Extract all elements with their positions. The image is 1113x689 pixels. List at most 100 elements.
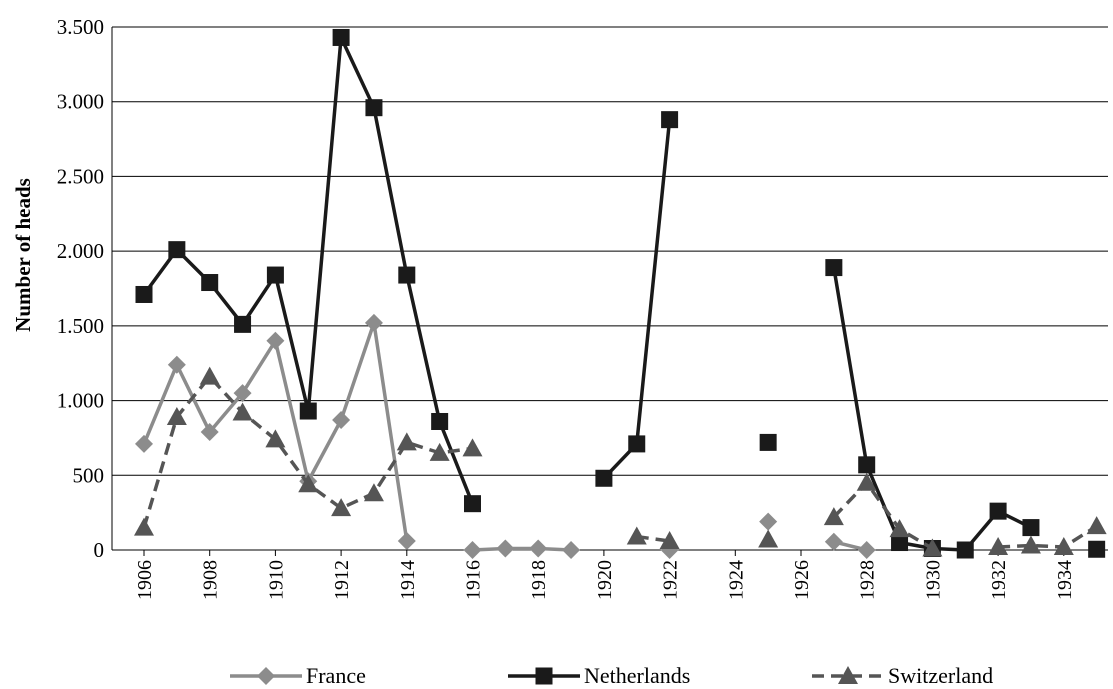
data-point [365, 99, 383, 117]
data-point [429, 442, 450, 461]
data-point [233, 384, 252, 403]
x-tick-label: 1926 [791, 560, 813, 600]
y-tick-label: 3.500 [57, 15, 104, 39]
y-tick-label: 500 [73, 463, 105, 487]
data-point [857, 541, 876, 559]
data-point [535, 667, 553, 685]
x-tick-label: 1922 [660, 560, 682, 600]
x-tick-label: 1916 [463, 560, 485, 600]
data-point [1086, 516, 1107, 535]
series-line [142, 35, 475, 505]
data-point [1020, 535, 1041, 554]
data-point [298, 474, 319, 493]
data-point [626, 526, 647, 545]
y-axis-label: Number of heads [11, 178, 35, 332]
y-tick-label: 2.500 [57, 164, 104, 188]
data-point [331, 498, 352, 517]
x-tick-label: 1908 [200, 560, 222, 600]
data-point [628, 435, 646, 453]
legend-label: Switzerland [888, 663, 993, 688]
series-switzerland [134, 366, 1107, 557]
legend-item: Netherlands [508, 663, 690, 688]
data-point [858, 456, 876, 474]
data-point [759, 433, 777, 451]
gridlines [112, 26, 1108, 551]
data-point [496, 539, 515, 558]
data-point [889, 519, 910, 538]
data-point [463, 541, 482, 559]
x-tick-label: 1924 [725, 560, 747, 600]
x-tick-label: 1934 [1054, 560, 1076, 600]
data-point [135, 285, 153, 303]
series-group [134, 28, 1107, 559]
x-tick-label: 1930 [922, 560, 944, 600]
data-point [758, 529, 779, 548]
series-line [602, 119, 672, 480]
data-point [364, 313, 383, 332]
legend-label: Netherlands [584, 663, 690, 688]
y-tick-label: 1.500 [57, 314, 104, 338]
data-point [332, 410, 351, 429]
data-point [200, 422, 219, 441]
series-line [998, 524, 1098, 549]
x-tick-label: 1918 [528, 560, 550, 600]
legend: France Netherlands Switzerland [230, 663, 993, 688]
data-point [134, 517, 154, 536]
legend-item: Switzerland [812, 663, 993, 688]
series-line [832, 481, 934, 551]
x-tick-label: 1920 [594, 560, 616, 600]
data-point [823, 507, 844, 526]
data-point [838, 666, 858, 684]
x-tick-label: 1912 [331, 560, 353, 600]
legend-item: France [230, 663, 366, 688]
data-point [661, 111, 679, 129]
data-point [431, 412, 449, 430]
data-point [199, 366, 220, 385]
data-point [332, 28, 350, 46]
data-point [135, 434, 153, 453]
data-point [232, 402, 253, 421]
data-point [266, 266, 284, 284]
y-tick-label: 2.000 [57, 239, 104, 263]
y-tick-label: 0 [94, 538, 105, 562]
data-point [988, 537, 1009, 556]
series-netherlands [135, 28, 1106, 559]
data-point [659, 531, 680, 550]
data-point [956, 541, 974, 559]
data-point [1088, 540, 1106, 558]
series-line [472, 546, 572, 552]
data-point [168, 241, 186, 259]
y-tick-labels: 0 500 1.000 1.500 2.000 2.500 3.000 3.500 [57, 15, 104, 562]
data-point [1053, 537, 1074, 556]
data-point [363, 483, 384, 502]
data-point [299, 402, 317, 420]
data-point [462, 438, 483, 457]
x-tick-label: 1928 [857, 560, 879, 600]
data-point [824, 532, 843, 551]
legend-label: France [306, 663, 366, 688]
data-point [266, 331, 285, 350]
data-point [234, 315, 252, 333]
x-tick-labels: 1906 1908 1910 1912 1914 1916 1918 1920 1922 1924… [134, 550, 1076, 600]
data-point [397, 532, 416, 551]
x-tick-label: 1906 [134, 560, 156, 600]
data-point [562, 541, 581, 559]
data-point [257, 667, 275, 685]
data-point [595, 469, 613, 487]
data-point [856, 472, 877, 491]
data-point [396, 432, 417, 451]
data-point [464, 495, 481, 513]
y-tick-label: 1.000 [57, 389, 104, 413]
data-point [891, 534, 909, 552]
x-tick-label: 1914 [397, 560, 419, 600]
data-point [529, 539, 548, 558]
data-point [825, 259, 843, 277]
data-point [1022, 519, 1040, 537]
x-tick-label: 1932 [988, 560, 1010, 600]
data-point [922, 538, 943, 557]
data-point [166, 407, 187, 426]
x-tick-label: 1910 [265, 560, 287, 600]
data-point [989, 502, 1007, 520]
data-point [201, 274, 219, 292]
